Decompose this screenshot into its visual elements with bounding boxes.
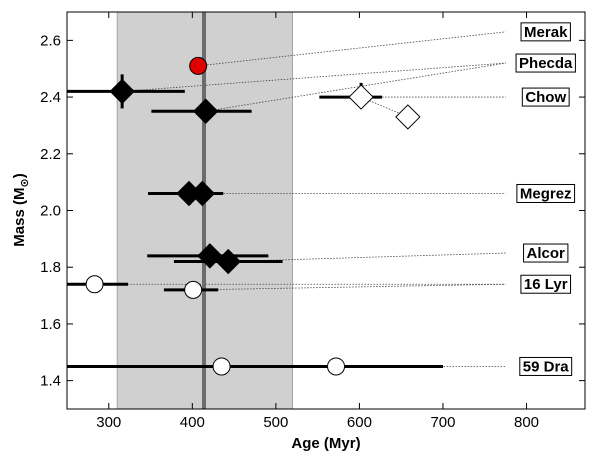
- star-label-text: Chow: [525, 89, 566, 106]
- star-label-59-dra: 59 Dra: [519, 356, 573, 376]
- x-axis-title: Age (Myr): [291, 435, 360, 452]
- star-label-text: Alcor: [527, 245, 566, 262]
- data-point-alcor: [215, 248, 241, 275]
- axis-ticks-layer: 300 400 500 600 700 800 1.4 1.6 1.8 2.0 2.2 2.4 2.6: [40, 12, 585, 431]
- y-tick-label: 2.4: [40, 89, 61, 106]
- x-tick-label: 400: [180, 414, 205, 431]
- star-label-box: [520, 22, 571, 42]
- star-label-box: [523, 243, 569, 263]
- data-point-59-dra: [212, 357, 231, 376]
- data-point-16-lyr: [184, 280, 203, 299]
- star-label-text: 16 Lyr: [524, 276, 568, 293]
- star-label-box: [521, 87, 570, 107]
- star-label-box: [519, 356, 573, 376]
- star-label-chow: Chow: [521, 87, 570, 107]
- star-label-merak: Merak: [520, 22, 571, 42]
- y-axis-title-subscript: ⊙: [19, 178, 31, 187]
- data-point-chow: [395, 104, 421, 130]
- star-label-text: Merak: [524, 24, 568, 41]
- x-tick-label: 700: [430, 414, 455, 431]
- y-tick-label: 1.4: [40, 373, 61, 390]
- data-point-phecda: [192, 98, 219, 124]
- y-axis-title: Mass (M⊙): [11, 173, 31, 246]
- connector-phecda: [122, 62, 506, 92]
- star-label-text: Phecda: [519, 55, 573, 72]
- data-point-merak: [189, 56, 208, 75]
- star-label-layer: Merak Phecda Chow Megrez Alcor 16 Lyr 59 Dra: [515, 22, 576, 376]
- star-label-alcor: Alcor: [523, 243, 569, 263]
- points-layer: [85, 56, 421, 376]
- star-label-text: Megrez: [520, 185, 572, 202]
- y-axis-title-main: Mass (M: [11, 188, 28, 247]
- x-tick-label: 600: [347, 414, 372, 431]
- star-label-text: 59 Dra: [523, 358, 570, 375]
- connector-16-lyr: [193, 283, 506, 291]
- data-point-phecda: [109, 78, 135, 105]
- data-point-chow: [348, 84, 374, 110]
- data-point-alcor: [197, 243, 223, 269]
- y-axis-title-close: ): [11, 173, 28, 178]
- star-label-box: [520, 274, 572, 294]
- connector-merak: [198, 31, 506, 67]
- star-label-16-lyr: 16 Lyr: [520, 274, 572, 294]
- star-label-megrez: Megrez: [516, 183, 576, 203]
- y-tick-label: 1.6: [40, 316, 61, 333]
- data-point-megrez: [189, 180, 216, 207]
- y-tick-label: 2.2: [40, 146, 61, 163]
- connector-phecda: [205, 62, 506, 112]
- x-tick-label: 300: [96, 414, 121, 431]
- x-tick-label: 800: [514, 414, 539, 431]
- data-point-59-dra: [327, 357, 346, 376]
- star-label-phecda: Phecda: [515, 53, 576, 73]
- star-label-box: [515, 53, 576, 73]
- y-tick-label: 2.6: [40, 32, 61, 49]
- y-tick-label: 1.8: [40, 259, 61, 276]
- star-label-box: [516, 183, 576, 203]
- data-point-16-lyr: [85, 275, 104, 294]
- x-tick-label: 500: [263, 414, 288, 431]
- y-tick-label: 2.0: [40, 203, 61, 220]
